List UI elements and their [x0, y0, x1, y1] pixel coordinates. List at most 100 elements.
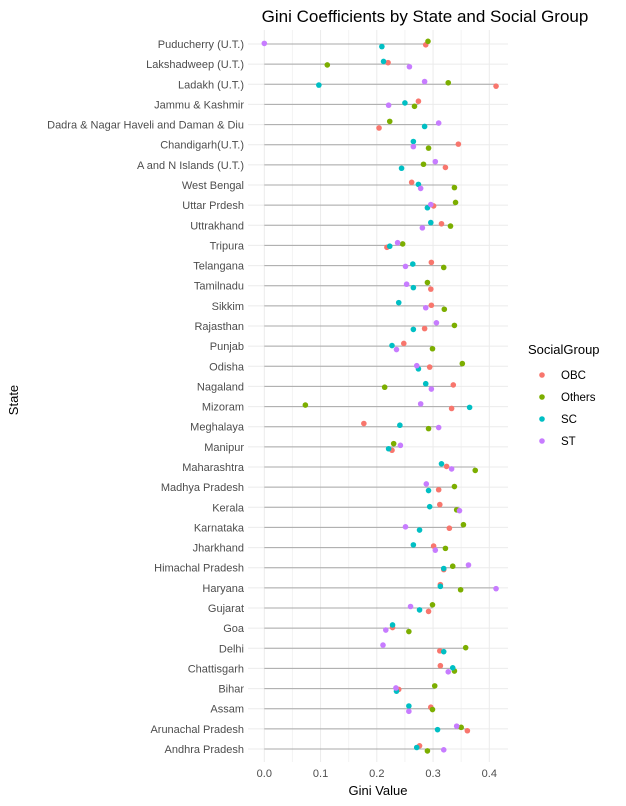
point-sc — [380, 58, 387, 65]
point-sc — [316, 82, 322, 88]
state-label: Andhra Pradesh — [165, 744, 245, 756]
point-obc — [435, 486, 442, 493]
point-obc — [446, 525, 453, 532]
point-sc — [413, 744, 420, 751]
state-label: Manipur — [204, 442, 244, 454]
x-tick-label: 0.2 — [369, 768, 384, 780]
point-st — [435, 120, 442, 126]
point-st — [410, 143, 417, 150]
point-others — [386, 118, 393, 125]
point-others — [440, 264, 447, 271]
state-label: Gujarat — [208, 603, 244, 615]
point-st — [417, 185, 424, 192]
point-sc — [410, 138, 417, 145]
state-label: Ladakh (U.T.) — [178, 79, 244, 91]
x-axis-label: Gini Value — [348, 783, 407, 798]
point-st — [448, 466, 455, 472]
state-label: Haryana — [202, 583, 244, 595]
point-sc — [449, 665, 456, 671]
point-st — [380, 642, 386, 648]
state-label: Maharashtra — [182, 462, 245, 474]
point-others — [442, 545, 449, 552]
point-others — [424, 279, 431, 286]
point-sc — [416, 607, 423, 613]
point-st — [453, 723, 460, 729]
point-others — [302, 402, 309, 408]
point-st — [413, 362, 420, 369]
point-others — [441, 306, 448, 313]
point-obc — [438, 220, 445, 227]
point-others — [399, 241, 406, 247]
point-st — [419, 225, 426, 231]
point-obc — [450, 382, 457, 388]
state-label: A and N Islands (U.T.) — [137, 160, 244, 172]
point-obc — [415, 98, 422, 105]
point-st — [261, 40, 268, 47]
legend: SocialGroup OBC Others SC ST — [528, 342, 600, 448]
point-sc — [385, 445, 392, 452]
point-st — [394, 239, 401, 246]
point-obc — [426, 364, 433, 370]
point-sc — [416, 527, 423, 533]
point-st — [407, 603, 414, 610]
point-sc — [410, 326, 417, 333]
point-sc — [395, 299, 402, 306]
state-label: Kerala — [212, 502, 245, 514]
point-others — [425, 425, 432, 432]
state-label: Meghalaya — [190, 422, 245, 434]
point-sc — [410, 284, 417, 291]
point-obc — [442, 164, 449, 171]
point-st — [456, 507, 463, 514]
point-st — [432, 158, 439, 165]
point-others — [381, 384, 388, 391]
data-points — [261, 38, 499, 754]
x-tick-label: 0.3 — [425, 768, 440, 780]
state-label: Uttar Prdesh — [182, 200, 244, 212]
point-sc — [379, 43, 385, 50]
point-sc — [440, 565, 447, 572]
point-st — [435, 424, 442, 431]
state-label: Dadra & Nagar Haveli and Daman & Diu — [47, 120, 244, 132]
state-label: Arunachal Pradesh — [150, 724, 244, 736]
state-label: Chandigarh(U.T.) — [160, 140, 244, 152]
point-st — [406, 708, 412, 715]
point-obc — [408, 179, 415, 186]
point-others — [457, 586, 464, 593]
legend-label-obc: OBC — [561, 370, 586, 382]
point-sc — [402, 100, 408, 106]
point-st — [383, 627, 389, 633]
point-others — [406, 628, 412, 635]
point-obc — [428, 259, 435, 266]
state-label: Assam — [210, 704, 244, 716]
point-others — [445, 79, 452, 86]
point-sc — [428, 219, 434, 226]
point-others — [429, 345, 436, 352]
point-st — [428, 201, 434, 208]
legend-key-obc — [539, 372, 545, 378]
point-sc — [426, 503, 433, 510]
legend-key-others — [539, 394, 545, 400]
point-sc — [422, 380, 429, 387]
state-label: Delhi — [219, 643, 244, 655]
point-st — [403, 281, 410, 288]
state-label: Chattisgarh — [188, 663, 244, 675]
y-axis-label: State — [6, 385, 21, 415]
point-others — [411, 103, 418, 110]
state-label: Karnataka — [194, 522, 245, 534]
point-sc — [389, 622, 396, 628]
state-label: Sikkim — [212, 301, 244, 313]
point-st — [393, 685, 399, 691]
point-others — [472, 467, 479, 474]
x-tick-labels: 0.0 0.1 0.2 0.3 0.4 — [257, 768, 497, 780]
point-others — [460, 521, 467, 528]
state-label: West Bengal — [182, 180, 244, 192]
chart-title: Gini Coefficients by State and Social Gr… — [262, 7, 589, 26]
state-label: Puducherry (U.T.) — [158, 39, 244, 51]
point-st — [428, 386, 435, 392]
point-st — [406, 63, 413, 70]
point-others — [459, 360, 466, 367]
point-sc — [389, 342, 395, 349]
x-tick-label: 0.0 — [257, 768, 272, 780]
point-others — [451, 483, 458, 490]
